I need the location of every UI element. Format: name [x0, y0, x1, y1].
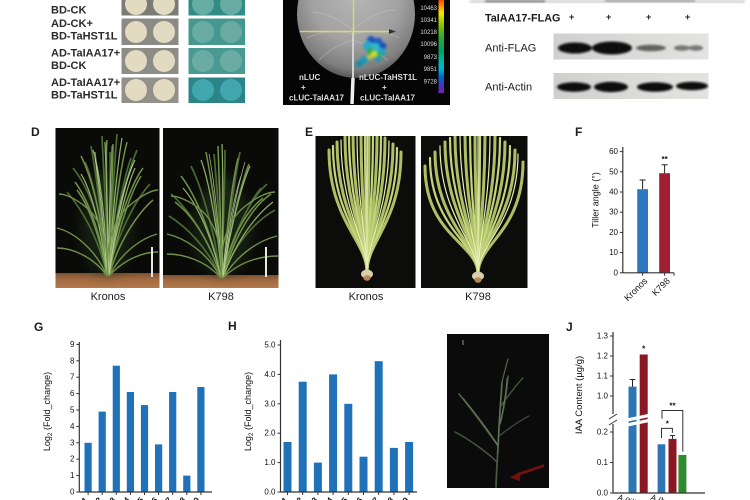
svg-text:cLUC-TaIAA17: cLUC-TaIAA17 [360, 94, 416, 103]
svg-text:+: + [301, 83, 306, 92]
svg-text:AD-TaIAA17+: AD-TaIAA17+ [51, 77, 120, 89]
svg-text:10096: 10096 [420, 42, 437, 48]
svg-text:0.2: 0.2 [597, 428, 609, 437]
svg-text:5: 5 [70, 406, 75, 415]
svg-text:4.0: 4.0 [264, 370, 276, 379]
svg-text:2: 2 [70, 455, 75, 464]
svg-text:1.0: 1.0 [597, 392, 609, 401]
svg-text:1.0: 1.0 [264, 458, 276, 467]
svg-text:BD-TaHST1L: BD-TaHST1L [51, 31, 118, 43]
svg-text:1.2: 1.2 [597, 352, 609, 361]
svg-text:9728: 9728 [424, 80, 438, 86]
svg-text:40: 40 [609, 188, 618, 197]
svg-text:Log2 (Fold_change): Log2 (Fold_change) [42, 372, 54, 451]
svg-text:1.3: 1.3 [597, 332, 609, 341]
svg-text:+: + [382, 83, 387, 92]
svg-text:AD-TaIAA17+: AD-TaIAA17+ [51, 48, 120, 60]
svg-text:7: 7 [70, 373, 75, 382]
svg-text:Tiller angle (°): Tiller angle (°) [591, 172, 601, 228]
svg-text:5.0: 5.0 [264, 341, 276, 350]
svg-text:0: 0 [70, 488, 75, 497]
svg-text:9873: 9873 [424, 55, 438, 61]
svg-text:20: 20 [609, 228, 618, 237]
svg-text:TaIAA17-FLAG: TaIAA17-FLAG [485, 13, 560, 25]
svg-text:50: 50 [609, 167, 618, 176]
svg-text:TaARF1: TaARF1 [62, 495, 90, 500]
svg-text:**: ** [669, 402, 676, 411]
svg-text:1: 1 [70, 471, 75, 480]
svg-text:A (base): A (base) [649, 492, 682, 500]
svg-text:BD-CK: BD-CK [51, 60, 86, 72]
svg-text:60: 60 [609, 147, 618, 156]
svg-text:BD-CK: BD-CK [51, 5, 86, 17]
svg-text:0.0: 0.0 [264, 488, 276, 497]
svg-text:+: + [685, 12, 690, 22]
svg-text:8: 8 [70, 356, 75, 365]
svg-text:nLUC: nLUC [299, 73, 321, 82]
svg-text:10463: 10463 [420, 6, 437, 12]
svg-text:Log2 (Fold_change): Log2 (Fold_change) [243, 372, 255, 451]
svg-text:+: + [569, 12, 574, 22]
svg-text:1.1: 1.1 [597, 372, 609, 381]
svg-text:2.0: 2.0 [264, 429, 276, 438]
svg-text:4: 4 [70, 422, 75, 431]
svg-text:0: 0 [614, 268, 619, 277]
svg-text:6: 6 [70, 389, 75, 398]
svg-text:Anti-Actin: Anti-Actin [485, 82, 532, 94]
svg-text:cLUC-TaIAA17: cLUC-TaIAA17 [289, 94, 345, 103]
svg-text:AD-CK+: AD-CK+ [51, 18, 93, 30]
svg-text:3: 3 [70, 438, 75, 447]
svg-text:0.1: 0.1 [597, 458, 609, 467]
svg-text:nLUC-TaHST1L: nLUC-TaHST1L [359, 73, 417, 82]
svg-text:K798: K798 [650, 276, 672, 298]
svg-text:*: * [642, 345, 646, 354]
svg-text:Kronos: Kronos [622, 276, 650, 304]
svg-text:0.0: 0.0 [597, 489, 609, 498]
svg-text:**: ** [661, 155, 668, 164]
svg-text:A (tiller): A (tiller) [616, 492, 647, 500]
svg-text:IAA Content (µg/g): IAA Content (µg/g) [574, 356, 585, 434]
svg-text:30: 30 [609, 208, 618, 217]
svg-text:9851: 9851 [424, 67, 438, 73]
svg-text:+: + [646, 12, 651, 22]
svg-text:9: 9 [70, 340, 75, 349]
svg-text:*: * [666, 420, 670, 429]
svg-text:10218: 10218 [420, 30, 437, 36]
svg-text:Anti-FLAG: Anti-FLAG [485, 43, 536, 55]
svg-text:+: + [606, 12, 611, 22]
svg-text:3.0: 3.0 [264, 399, 276, 408]
svg-text:10341: 10341 [420, 18, 437, 24]
svg-text:I: I [462, 340, 464, 347]
svg-text:10: 10 [609, 248, 618, 257]
svg-text:BD-TaHST1L: BD-TaHST1L [51, 90, 118, 102]
